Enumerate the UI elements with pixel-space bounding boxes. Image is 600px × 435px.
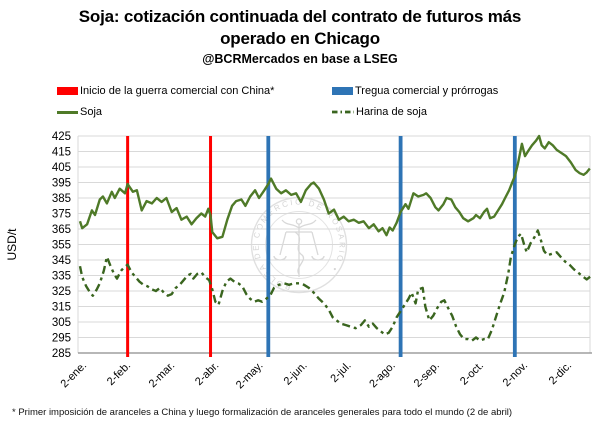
legend-item-soja: Soja	[57, 106, 102, 118]
x-tick-label: 2-jun.	[282, 360, 310, 388]
series-soja	[78, 134, 591, 240]
y-tick-label: 415	[52, 147, 71, 159]
caduceus-icon	[273, 218, 325, 277]
legend-item-truce: Tregua comercial y prórrogas	[332, 85, 498, 97]
y-tick-label: 305	[52, 317, 71, 329]
blue-rect-swatch	[332, 87, 353, 95]
y-tick-label: 385	[52, 193, 71, 205]
y-tick-label: 335	[52, 271, 71, 283]
y-tick-label: 365	[52, 224, 71, 236]
series-harina-de-soja	[78, 229, 592, 342]
y-tick-label: 285	[52, 348, 71, 360]
x-tick-label: 2-mar.	[147, 360, 178, 391]
x-tick-label: 2-jul.	[328, 360, 353, 385]
y-tick-label: 375	[52, 209, 71, 221]
dashed-line-swatch	[332, 110, 354, 114]
x-tick-label: 2-sep.	[412, 360, 442, 390]
green-line-swatch	[57, 110, 78, 114]
legend-label-truce: Tregua comercial y prórrogas	[355, 85, 499, 97]
y-tick-label: 395	[52, 178, 71, 190]
page-title-line1: Soja: cotización continuada del contrato…	[78, 7, 522, 26]
y-tick-label: 315	[52, 302, 71, 314]
x-tick-label: 2-dic.	[547, 360, 575, 388]
page-title-line2: operado en Chicago	[220, 28, 380, 48]
y-tick-label: 355	[52, 240, 71, 252]
y-axis-title: USD/t	[5, 228, 19, 261]
x-tick-label: 2-may.	[234, 360, 266, 392]
price-chart: BOLSA DE COMERCIO DE ROSARIO • 285295305…	[5, 131, 592, 392]
x-tick-label: 2-ene.	[59, 360, 90, 391]
red-rect-swatch	[57, 87, 78, 95]
y-tick-label: 325	[52, 286, 71, 298]
x-tick-label: 2-abr.	[193, 360, 221, 388]
y-tick-label: 405	[52, 162, 71, 174]
y-tick-label: 295	[52, 333, 71, 345]
legend-label-trade-war: Inicio de la guerra comercial con China*	[80, 85, 275, 97]
legend-label-harina: Harina de soja	[356, 106, 427, 118]
page-subtitle: @BCRMercados en base a LSEG	[202, 52, 398, 67]
x-tick-label: 2-feb.	[105, 360, 133, 388]
legend-label-soja: Soja	[80, 106, 103, 118]
legend-item-harina: Harina de soja	[332, 106, 427, 118]
legend-item-trade-war: Inicio de la guerra comercial con China*	[57, 85, 274, 97]
x-tick-label: 2-nov.	[501, 360, 531, 390]
x-tick-label: 2-oct.	[458, 360, 486, 388]
x-tick-label: 2-ago.	[367, 360, 398, 391]
y-tick-label: 425	[52, 131, 71, 143]
title-block: Soja: cotización continuada del contrato…	[0, 5, 600, 66]
y-tick-label: 345	[52, 255, 71, 267]
footnote: * Primer imposición de aranceles a China…	[12, 407, 513, 418]
